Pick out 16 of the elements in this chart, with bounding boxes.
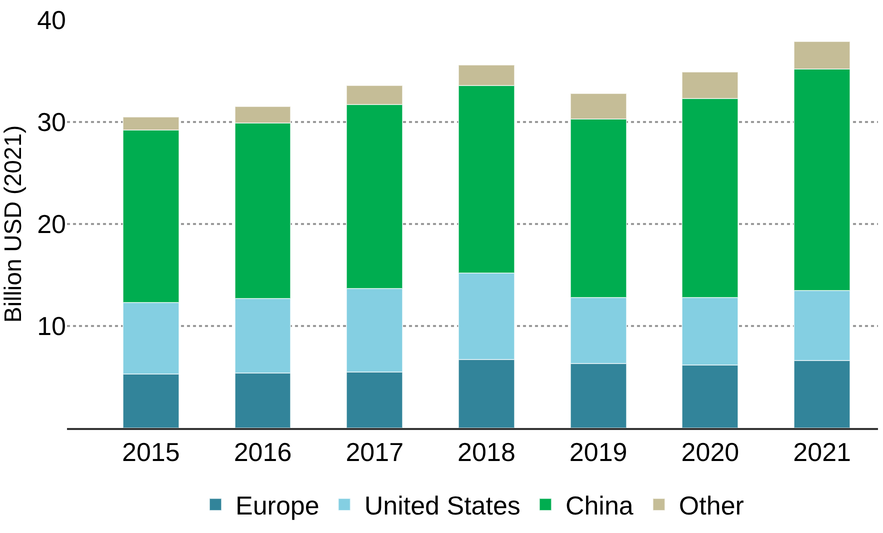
x-tick-label: 2021 [793, 437, 851, 468]
x-tick-label: 2020 [681, 437, 740, 468]
y-tick-label: 30 [37, 107, 66, 138]
y-axis-title: Billion USD (2021) [0, 125, 27, 323]
legend-label: Europe [236, 490, 320, 521]
x-tick-label: 2018 [458, 437, 516, 468]
legend-label: Other [678, 490, 744, 521]
x-tick-label: 2015 [122, 437, 180, 468]
y-tick-label: 20 [37, 209, 66, 240]
x-tick-label: 2017 [346, 437, 404, 468]
legend-label: China [565, 490, 634, 521]
legend-label: United States [364, 490, 520, 521]
x-tick-label: 2019 [569, 437, 628, 468]
y-tick-label: 10 [37, 311, 66, 342]
y-tick-label: 40 [37, 5, 66, 36]
x-tick-label: 2016 [234, 437, 292, 468]
